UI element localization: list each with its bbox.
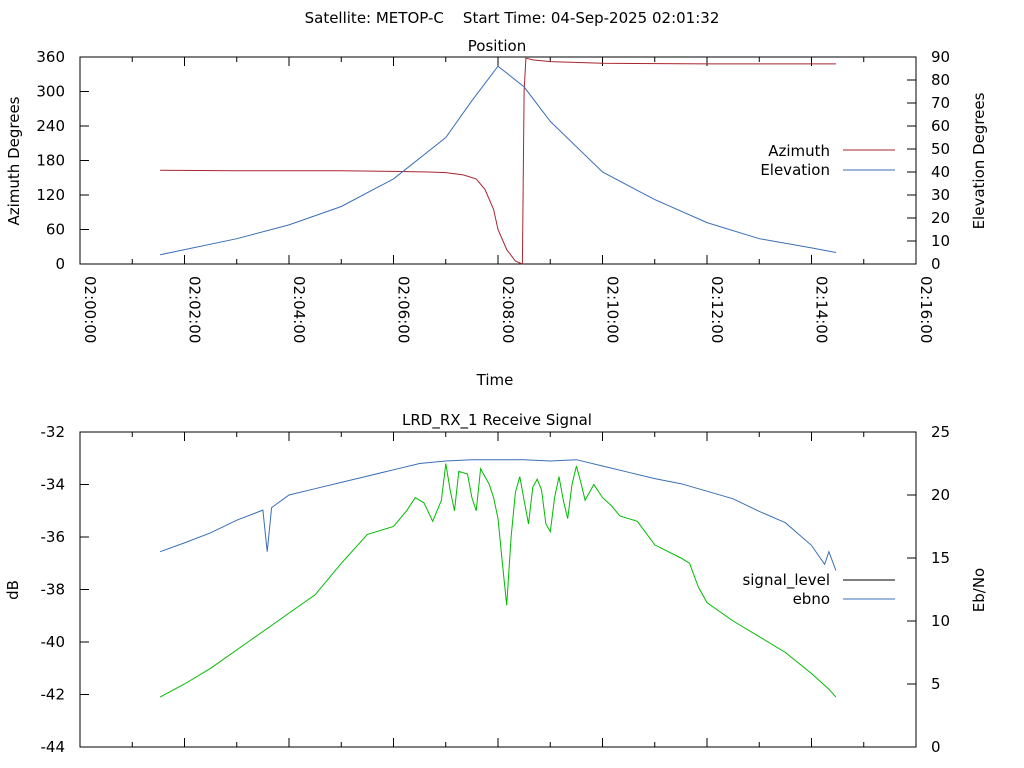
y2-tick-label: 90 (931, 48, 950, 66)
series-layer (159, 459, 837, 698)
chart-title: LRD_RX_1 Receive Signal (402, 411, 592, 430)
y2-tick-label: 10 (931, 612, 950, 630)
y-axis-label: dB (4, 580, 22, 600)
legend-label-azimuth: Azimuth (768, 142, 830, 160)
legend-label-elevation: Elevation (760, 161, 830, 179)
y-tick-label: 120 (36, 186, 65, 204)
y-tick-label: 240 (36, 117, 65, 135)
y-tick-label: 180 (36, 152, 65, 170)
y2-tick-label: 40 (931, 163, 950, 181)
y-tick-label: 360 (36, 48, 65, 66)
y-tick-label: -44 (41, 738, 66, 756)
y-tick-label: -40 (41, 633, 66, 651)
y-axis-label: Azimuth Degrees (5, 96, 23, 225)
y-axis-left: 0 60 120 180 240 300 360 (36, 48, 89, 273)
y2-tick-label: 20 (931, 209, 950, 227)
y2-tick-label: 0 (931, 738, 941, 756)
x-tick-label: 02:02:00 (186, 276, 204, 343)
x-tick-label: 02:16:00 (917, 276, 935, 343)
y-tick-label: -36 (41, 528, 66, 546)
legend: Azimuth Elevation (760, 142, 895, 179)
x-axis (79, 432, 917, 747)
legend: signal_level ebno (742, 571, 895, 608)
series-line-ebno (159, 459, 837, 571)
x-tick-label: 02:14:00 (813, 276, 831, 343)
series-line-azimuth (160, 57, 836, 265)
legend-label-ebno: ebno (793, 590, 830, 608)
series-line-signal-level (159, 463, 837, 698)
y-tick-label: -42 (41, 686, 66, 704)
legend-label-signal-level: signal_level (742, 571, 830, 590)
y-axis-right: 0 5 10 15 20 25 (907, 423, 950, 756)
x-tick-label: 02:08:00 (499, 276, 517, 343)
y-axis-left: -32 -34 -36 -38 -40 -42 -44 (41, 423, 89, 756)
x-tick-label: 02:12:00 (708, 276, 726, 343)
y2-tick-label: 80 (931, 71, 950, 89)
y2-tick-label: 0 (931, 255, 941, 273)
x-tick-label: 02:04:00 (290, 276, 308, 343)
y2-axis-label: Eb/No (970, 568, 988, 612)
x-tick-label: 02:10:00 (604, 276, 622, 343)
position-chart: Position 02:00:00 02:02:00 02:04:00 02:06:0… (5, 37, 988, 389)
x-axis-label: Time (476, 371, 514, 389)
y2-tick-label: 50 (931, 140, 950, 158)
y-tick-label: 0 (55, 255, 65, 273)
series-layer (159, 57, 836, 265)
y-tick-label: 300 (36, 83, 65, 101)
y-tick-label: -38 (41, 581, 66, 599)
y-tick-label: -32 (41, 423, 66, 441)
y2-tick-label: 15 (931, 549, 950, 567)
y2-tick-label: 10 (931, 232, 950, 250)
y-axis-right: 0 10 20 30 40 50 60 70 80 90 (907, 48, 950, 273)
x-tick-label: 02:06:00 (395, 276, 413, 343)
y2-tick-label: 70 (931, 94, 950, 112)
page-title: Satellite: METOP-C Start Time: 04-Sep-20… (305, 9, 720, 27)
receive-signal-chart: LRD_RX_1 Receive Signal -32-34-36-38-40-… (4, 411, 988, 756)
series-line-elevation (159, 65, 836, 256)
y2-tick-label: 20 (931, 486, 950, 504)
y2-tick-label: 5 (931, 675, 941, 693)
y2-axis-label: Elevation Degrees (970, 92, 988, 229)
chart-title: Position (468, 37, 526, 55)
plot-frame (79, 431, 917, 748)
y2-tick-label: 60 (931, 117, 950, 135)
x-tick-label: 02:00:00 (81, 276, 99, 343)
x-axis: 02:00:00 02:02:00 02:04:00 02:06:00 02:08:00… (79, 57, 935, 343)
y2-tick-label: 30 (931, 186, 950, 204)
y-tick-label: 60 (46, 221, 65, 239)
y-tick-label: -34 (41, 476, 66, 494)
y2-tick-label: 25 (931, 423, 950, 441)
